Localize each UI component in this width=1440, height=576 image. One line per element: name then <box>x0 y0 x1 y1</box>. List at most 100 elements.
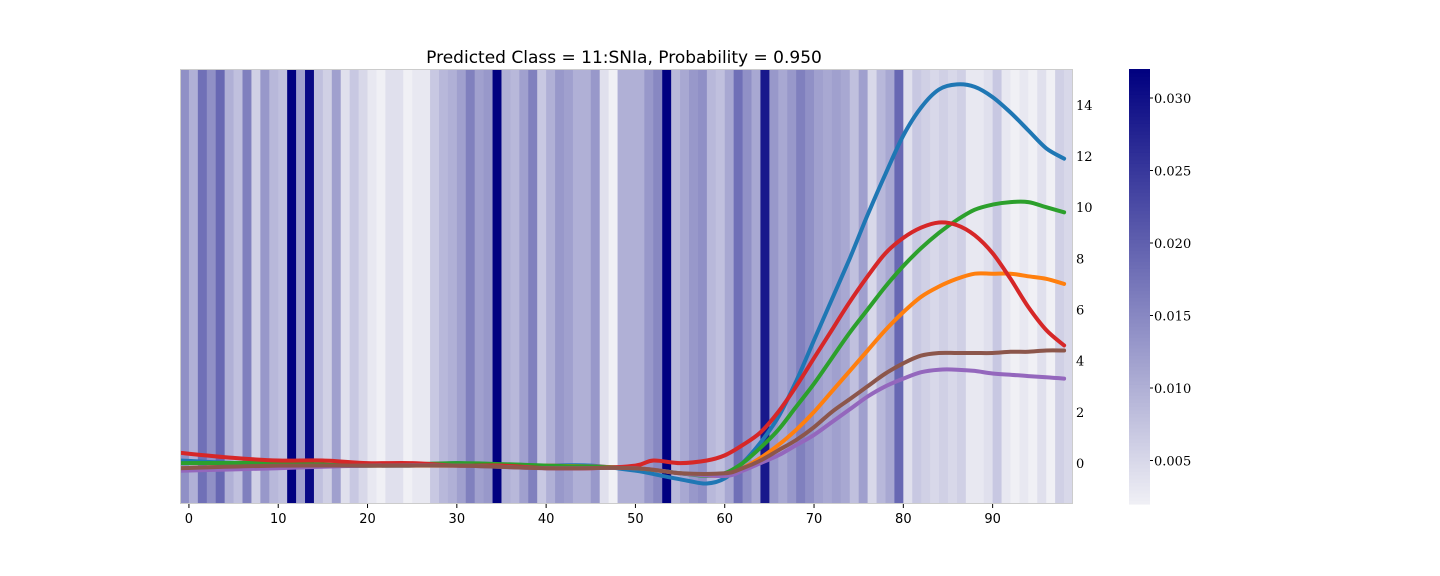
heatmap-band <box>724 69 735 504</box>
colorbar-gradient-step <box>1129 79 1150 85</box>
colorbar-gradient-step <box>1129 268 1150 273</box>
heatmap-band <box>233 69 243 504</box>
light-curve-lines <box>180 82 1067 486</box>
colorbar-gradient-step <box>1129 471 1150 476</box>
heatmap-band <box>1046 69 1056 504</box>
heatmap-band <box>733 69 743 504</box>
colorbar-gradient-step <box>1129 406 1150 411</box>
heatmap-band <box>840 69 851 504</box>
heatmap-band <box>563 69 574 504</box>
colorbar-gradient-step <box>1129 464 1150 469</box>
colorbar-tick-label: 0.005 <box>1154 455 1191 470</box>
heatmap-band <box>751 69 761 504</box>
series-line-3 <box>180 199 1067 478</box>
heatmap-band <box>456 69 467 504</box>
colorbar-gradient-step <box>1129 199 1150 204</box>
colorbar-gradient-step <box>1129 489 1150 494</box>
heatmap-band <box>608 69 618 504</box>
colorbar-gradient-step <box>1129 322 1150 327</box>
colorbar-gradient-step <box>1129 435 1150 440</box>
chart-title: Predicted Class = 11:SNIa, Probability =… <box>426 48 822 68</box>
colorbar-gradient-step <box>1129 192 1150 197</box>
heatmap-band <box>492 69 502 504</box>
heatmap-band <box>572 69 583 504</box>
colorbar-gradient-step <box>1129 156 1150 161</box>
heatmap-band <box>974 69 985 504</box>
colorbar-gradient-step <box>1129 217 1150 222</box>
colorbar-gradient-step <box>1129 152 1150 157</box>
colorbar-gradient-step <box>1129 72 1150 77</box>
heatmap-band <box>188 69 199 504</box>
heatmap-band <box>956 69 967 504</box>
heatmap-band <box>278 69 288 504</box>
heatmap-band <box>885 69 895 504</box>
colorbar-gradient-step <box>1129 377 1150 382</box>
y-tick-label: 14 <box>1076 99 1093 114</box>
colorbar-gradient-step <box>1129 228 1150 233</box>
heatmap-band <box>581 69 592 504</box>
heatmap-band <box>590 69 601 504</box>
colorbar-gradient-step <box>1129 221 1150 226</box>
colorbar-gradient-step <box>1129 261 1150 266</box>
heatmap-band <box>983 69 994 504</box>
colorbar-gradient-step <box>1129 210 1150 215</box>
heatmap-band <box>965 69 976 504</box>
colorbar-gradient-step <box>1129 427 1150 433</box>
colorbar-gradient-step <box>1129 253 1150 259</box>
heatmap-band <box>617 69 627 504</box>
heatmap-band <box>224 69 234 504</box>
colorbar-gradient-step <box>1129 311 1150 317</box>
colorbar-gradient-step <box>1129 417 1150 422</box>
heatmap-band <box>358 69 368 504</box>
colorbar-gradient-step <box>1129 163 1150 168</box>
x-tick-label: 40 <box>538 512 555 527</box>
colorbar-gradient-step <box>1129 420 1150 425</box>
colorbar-gradient-step <box>1129 493 1150 498</box>
colorbar-gradient-step <box>1129 496 1150 501</box>
colorbar-gradient-step <box>1129 362 1150 367</box>
heatmap-band <box>715 69 726 504</box>
colorbar-gradient-step <box>1129 203 1150 208</box>
x-tick-label: 70 <box>806 512 823 527</box>
colorbar-gradient-step <box>1129 112 1150 117</box>
heatmap-band <box>376 69 386 504</box>
heatmap-band <box>555 69 565 504</box>
colorbar-gradient-step <box>1129 500 1150 505</box>
heatmap-band <box>760 69 770 504</box>
colorbar-gradient-step <box>1129 315 1150 320</box>
colorbar-gradient-step <box>1129 239 1150 244</box>
colorbar-tick-label: 0.025 <box>1154 165 1191 180</box>
colorbar-gradient-step <box>1129 279 1150 284</box>
colorbar-gradient-step <box>1129 413 1150 418</box>
heatmap-band <box>805 69 815 504</box>
heatmap-band <box>814 69 824 504</box>
colorbar-gradient-step <box>1129 101 1150 106</box>
heatmap-band <box>1064 69 1073 504</box>
heatmap-band <box>340 69 351 504</box>
heatmap-band <box>1001 69 1011 504</box>
colorbar-gradient-step <box>1129 398 1150 404</box>
heatmap-band <box>242 69 252 504</box>
colorbar-gradient-step <box>1129 159 1150 164</box>
heatmap-band <box>546 69 556 504</box>
y-axis: 0 2 4 6 8 10 12 14 <box>1076 99 1093 472</box>
colorbar-gradient-step <box>1129 304 1150 309</box>
colorbar-gradient-step <box>1129 282 1150 288</box>
colorbar-gradient-step <box>1129 246 1150 251</box>
colorbar-gradient-step <box>1129 134 1150 139</box>
colorbar-gradient-step <box>1129 395 1150 400</box>
heatmap-band <box>385 69 395 504</box>
colorbar-gradient-step <box>1129 170 1150 175</box>
colorbar-gradient-step <box>1129 123 1150 128</box>
heatmap-band <box>858 69 869 504</box>
heatmap-band <box>296 69 306 504</box>
heatmap-band <box>447 69 458 504</box>
colorbar-gradient-step <box>1129 333 1150 338</box>
heatmap-band <box>528 69 538 504</box>
heatmap-band <box>778 69 788 504</box>
heatmap-band <box>849 69 860 504</box>
colorbar-gradient-step <box>1129 174 1150 179</box>
colorbar-gradient-step <box>1129 373 1150 378</box>
x-tick-label: 30 <box>449 512 466 527</box>
heatmap-band <box>394 69 404 504</box>
